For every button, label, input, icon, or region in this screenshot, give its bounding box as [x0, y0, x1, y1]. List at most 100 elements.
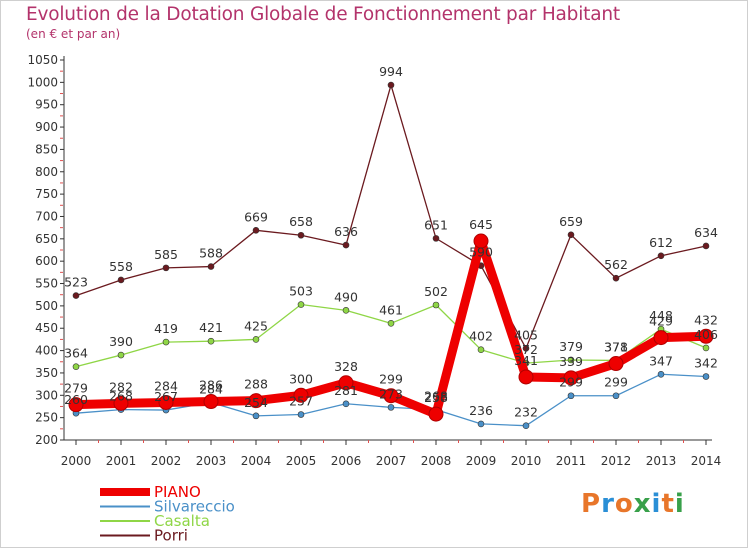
- data-point-silvareccio: [567, 392, 575, 400]
- data-label-silvareccio: 268: [424, 389, 448, 404]
- data-point-porri: [117, 276, 125, 284]
- y-tick-label: 550: [35, 277, 58, 291]
- data-point-porri: [522, 345, 530, 352]
- x-tick-label: 2000: [61, 454, 92, 468]
- data-label-silvareccio: 254: [244, 395, 268, 410]
- data-point-silvareccio: [522, 422, 530, 429]
- data-point-porri: [567, 231, 575, 239]
- logo-letter: r: [601, 489, 615, 519]
- logo-letter: P: [581, 489, 602, 519]
- data-point-piano: [158, 394, 174, 410]
- y-tick-label: 200: [35, 433, 58, 447]
- data-label-piano: 371: [604, 340, 628, 355]
- data-label-casalta: 402: [469, 329, 493, 344]
- x-tick-label: 2001: [106, 454, 137, 468]
- x-tick-label: 2014: [691, 454, 722, 468]
- data-point-casalta: [117, 351, 125, 359]
- data-label-casalta: 502: [424, 284, 448, 299]
- y-tick-label: 800: [35, 165, 58, 179]
- data-label-casalta: 379: [559, 339, 583, 354]
- data-label-casalta: 364: [64, 346, 88, 361]
- y-tick-label: 500: [35, 299, 58, 313]
- data-label-piano: 286: [199, 378, 223, 393]
- x-tick-label: 2008: [421, 454, 452, 468]
- data-point-casalta: [207, 337, 215, 345]
- data-label-casalta: 461: [379, 302, 403, 317]
- data-point-porri: [657, 252, 665, 260]
- data-label-porri: 658: [289, 214, 313, 229]
- legend-label-casalta: Casalta: [154, 512, 210, 530]
- y-tick-label: 900: [35, 120, 58, 134]
- data-point-silvareccio: [342, 400, 350, 408]
- data-point-casalta: [72, 363, 80, 370]
- data-point-piano: [473, 233, 489, 249]
- data-label-piano: 299: [379, 372, 403, 387]
- data-point-silvareccio: [477, 420, 485, 428]
- data-label-piano: 282: [109, 379, 133, 394]
- data-point-silvareccio: [702, 373, 710, 380]
- y-tick-label: 850: [35, 142, 58, 156]
- logo-letter: i: [674, 489, 685, 519]
- data-label-casalta: 406: [694, 327, 718, 342]
- y-tick-label: 1050: [27, 53, 58, 67]
- data-label-porri: 588: [199, 246, 223, 261]
- y-tick-label: 950: [35, 98, 58, 112]
- data-label-piano: 258: [424, 390, 448, 405]
- data-label-porri: 994: [379, 64, 403, 79]
- data-point-casalta: [297, 301, 305, 308]
- data-point-piano: [563, 370, 579, 386]
- data-point-porri: [342, 241, 350, 249]
- data-label-casalta: 372: [514, 342, 538, 357]
- chart-axes: 200 250 300 350 400 450 500 550 600 650 700 750 800 8…: [27, 53, 721, 468]
- x-tick-label: 2002: [151, 454, 182, 468]
- x-tick-label: 2006: [331, 454, 362, 468]
- data-label-casalta: 503: [289, 284, 313, 299]
- data-label-porri: 636: [334, 224, 358, 239]
- data-label-porri: 651: [424, 217, 448, 232]
- data-label-silvareccio: 267: [154, 389, 178, 404]
- x-tick-label: 2005: [286, 454, 317, 468]
- data-point-piano: [608, 356, 624, 372]
- data-point-porri: [72, 292, 80, 299]
- logo-letter: t: [661, 489, 675, 519]
- data-label-casalta: 419: [154, 321, 178, 336]
- y-tick-label: 400: [35, 344, 58, 358]
- logo-letter: x: [633, 489, 652, 519]
- data-label-silvareccio: 281: [334, 383, 358, 398]
- data-label-casalta: 390: [109, 334, 133, 349]
- logo-letter: i: [651, 489, 662, 519]
- x-tick-label: 2012: [601, 454, 632, 468]
- data-label-silvareccio: 232: [514, 405, 538, 420]
- data-label-porri: 590: [469, 245, 493, 260]
- data-point-casalta: [162, 338, 170, 346]
- y-tick-label: 300: [35, 388, 58, 402]
- data-label-silvareccio: 299: [559, 375, 583, 390]
- data-point-piano: [698, 328, 714, 344]
- y-tick-label: 650: [35, 232, 58, 246]
- data-label-porri: 523: [64, 275, 88, 290]
- data-label-casalta: 378: [604, 339, 628, 354]
- data-label-piano: 284: [154, 378, 178, 393]
- data-label-casalta: 448: [649, 308, 673, 323]
- legend-label-silvareccio: Silvareccio: [154, 498, 235, 516]
- data-label-piano: 288: [244, 377, 268, 392]
- series-layer: [68, 81, 714, 429]
- data-point-casalta: [252, 336, 260, 343]
- data-point-silvareccio: [387, 404, 395, 411]
- data-point-piano: [68, 397, 84, 413]
- data-label-silvareccio: 347: [649, 353, 673, 368]
- data-point-casalta: [387, 320, 395, 327]
- x-tick-label: 2010: [511, 454, 542, 468]
- data-point-porri: [612, 274, 620, 282]
- data-point-porri: [207, 263, 215, 270]
- data-label-casalta: 490: [334, 289, 358, 304]
- data-label-casalta: 421: [199, 320, 223, 335]
- data-point-silvareccio: [657, 370, 665, 378]
- y-tick-label: 250: [35, 411, 58, 425]
- y-tick-label: 350: [35, 366, 58, 380]
- data-label-silvareccio: 299: [604, 375, 628, 390]
- x-tick-label: 2009: [466, 454, 497, 468]
- data-point-piano: [383, 388, 399, 404]
